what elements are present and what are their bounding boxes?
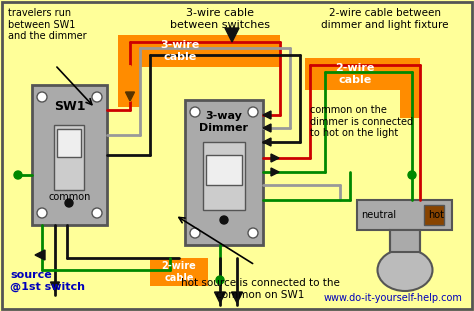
Text: 3-wire
cable: 3-wire cable (160, 40, 200, 62)
Polygon shape (263, 111, 271, 119)
Circle shape (190, 107, 200, 117)
Bar (424, 205, 444, 225)
Text: SW1: SW1 (54, 100, 85, 114)
Polygon shape (263, 124, 271, 132)
Bar (185, 100, 263, 245)
Bar (390, 230, 420, 252)
Polygon shape (231, 292, 243, 303)
Text: travelers run
between SW1
and the dimmer: travelers run between SW1 and the dimmer (8, 8, 87, 41)
Bar (203, 142, 245, 210)
Bar (32, 85, 107, 225)
Polygon shape (271, 154, 279, 162)
Circle shape (408, 171, 416, 179)
Bar (206, 155, 242, 185)
Bar (57, 129, 81, 157)
Circle shape (65, 199, 73, 207)
Polygon shape (35, 250, 45, 260)
Text: 2-wire cable between
dimmer and light fixture: 2-wire cable between dimmer and light fi… (321, 8, 449, 30)
Circle shape (92, 92, 102, 102)
Text: www.do-it-yourself-help.com: www.do-it-yourself-help.com (323, 293, 462, 303)
Text: 2-wire
cable: 2-wire cable (162, 261, 196, 283)
Polygon shape (51, 282, 60, 291)
Bar (118, 35, 280, 67)
Text: source
@1st switch: source @1st switch (10, 270, 85, 292)
Text: hot source is connected to the
common on SW1: hot source is connected to the common on… (181, 278, 339, 299)
Bar (118, 35, 140, 107)
Bar (305, 58, 420, 90)
Text: neutral: neutral (362, 210, 397, 220)
Bar (54, 125, 84, 190)
Circle shape (248, 228, 258, 238)
Text: common on the
dimmer is connected
to hot on the light: common on the dimmer is connected to hot… (310, 105, 413, 138)
Bar (400, 58, 420, 118)
Circle shape (14, 171, 22, 179)
Circle shape (190, 228, 200, 238)
Polygon shape (263, 138, 271, 146)
Circle shape (37, 92, 47, 102)
Circle shape (92, 208, 102, 218)
Text: hot: hot (428, 210, 444, 220)
Circle shape (216, 276, 224, 284)
Text: 3-wire cable
between switches: 3-wire cable between switches (170, 8, 270, 30)
Polygon shape (271, 168, 279, 176)
Text: 2-wire
cable: 2-wire cable (335, 63, 374, 85)
Bar (150, 258, 208, 286)
Text: common: common (48, 192, 91, 202)
Text: 3-way
Dimmer: 3-way Dimmer (200, 111, 248, 133)
Polygon shape (215, 292, 226, 303)
Ellipse shape (377, 249, 432, 291)
Circle shape (220, 216, 228, 224)
Bar (357, 200, 452, 230)
Polygon shape (225, 28, 239, 42)
Circle shape (37, 208, 47, 218)
Polygon shape (126, 92, 135, 101)
Circle shape (248, 107, 258, 117)
